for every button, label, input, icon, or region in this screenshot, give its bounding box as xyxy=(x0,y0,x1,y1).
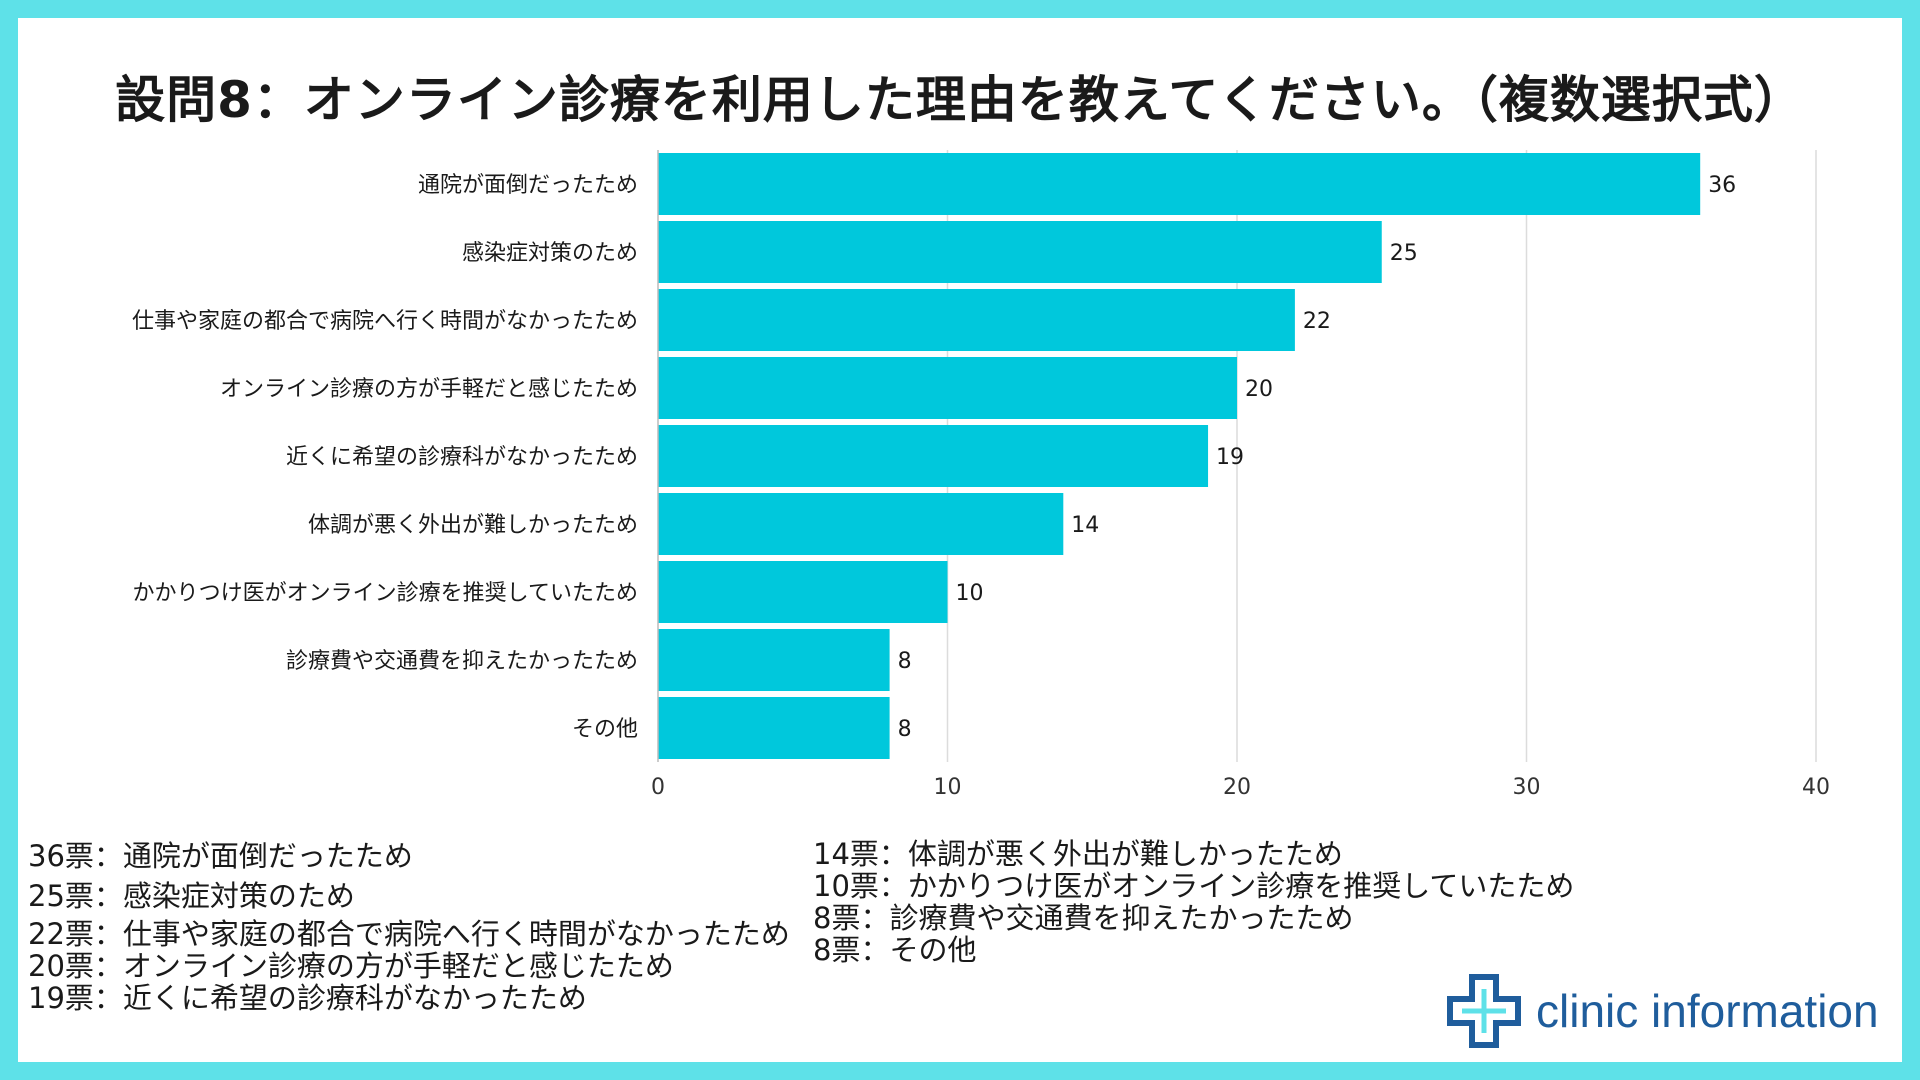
value-label: 8 xyxy=(898,717,912,742)
legend-item: 8票：その他 xyxy=(813,933,977,967)
bar xyxy=(658,561,948,623)
value-label: 19 xyxy=(1216,445,1244,470)
bar xyxy=(658,357,1237,419)
logo-text: clinic information xyxy=(1536,984,1879,1037)
x-tick-label: 20 xyxy=(1223,775,1251,800)
legend-item: 19票：近くに希望の診療科がなかったため xyxy=(28,981,587,1015)
value-label: 36 xyxy=(1708,173,1736,198)
x-tick-label: 30 xyxy=(1513,775,1541,800)
bar xyxy=(658,221,1382,283)
category-label: 診療費や交通費を抑えたかったため xyxy=(286,649,638,674)
bar xyxy=(658,289,1295,351)
clinic-information-logo: clinic information xyxy=(1446,963,1886,1058)
chart-title: 設問8：オンライン診療を利用した理由を教えてください。（複数選択式） xyxy=(115,71,1805,129)
category-label: 感染症対策のため xyxy=(462,241,638,266)
bar xyxy=(658,425,1209,487)
legend-left: 36票：通院が面倒だったため 25票：感染症対策のため 22票：仕事や家庭の都合… xyxy=(28,840,790,1014)
legend-item: 10票：かかりつけ医がオンライン診療を推奨していたため xyxy=(813,869,1575,903)
category-label: 近くに希望の診療科がなかったため xyxy=(286,445,638,470)
value-label: 22 xyxy=(1303,309,1331,334)
medical-cross-icon xyxy=(1447,973,1521,1048)
legend-item: 36票：通院が面倒だったため xyxy=(28,839,413,873)
bar-chart: 0 10 20 30 40 通院が面倒だったため 36 感染症対策のため 25 仕事や家庭の都合で… xyxy=(132,150,1830,800)
card: 設問8：オンライン診療を利用した理由を教えてください。（複数選択式） 0 10 20… xyxy=(18,18,1902,1062)
category-label: 仕事や家庭の都合で病院へ行く時間がなかったため xyxy=(132,309,638,334)
category-label: 通院が面倒だったため xyxy=(418,173,638,198)
category-label: オンライン診療の方が手軽だと感じたため xyxy=(220,377,638,402)
value-label: 8 xyxy=(898,649,912,674)
legend-item: 22票：仕事や家庭の都合で病院へ行く時間がなかったため xyxy=(28,917,790,951)
x-tick-label: 0 xyxy=(651,775,665,800)
legend-right: 14票：体調が悪く外出が難しかったため 10票：かかりつけ医がオンライン診療を推… xyxy=(813,838,1574,966)
category-label: その他 xyxy=(572,717,638,742)
category-label: 体調が悪く外出が難しかったため xyxy=(308,513,638,538)
value-label: 20 xyxy=(1245,377,1273,402)
category-label: かかりつけ医がオンライン診療を推奨していたため xyxy=(132,581,638,606)
x-tick-label: 10 xyxy=(934,775,962,800)
legend-item: 14票：体調が悪く外出が難しかったため xyxy=(813,837,1343,871)
legend-item: 20票：オンライン診療の方が手軽だと感じたため xyxy=(28,949,674,983)
bar xyxy=(658,629,890,691)
bar xyxy=(658,493,1064,555)
value-label: 25 xyxy=(1390,241,1418,266)
x-tick-label: 40 xyxy=(1802,775,1830,800)
value-label: 14 xyxy=(1071,513,1099,538)
legend-item: 8票：診療費や交通費を抑えたかったため xyxy=(813,901,1354,935)
bar xyxy=(658,697,890,759)
value-label: 10 xyxy=(956,581,984,606)
bar xyxy=(658,153,1701,215)
legend-item: 25票：感染症対策のため xyxy=(28,879,355,913)
